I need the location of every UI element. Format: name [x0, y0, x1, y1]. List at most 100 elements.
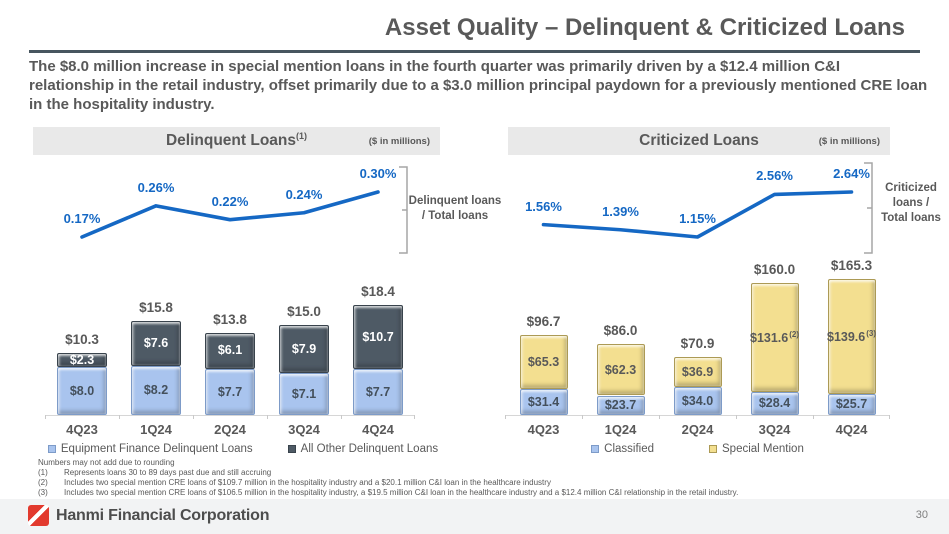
line-point-label: 2.64% — [833, 166, 870, 181]
x-axis-line — [505, 415, 890, 416]
legend-item-special-mention: Special Mention — [709, 443, 804, 455]
bar-segment-top: $6.1 — [205, 332, 255, 369]
bar-total-value: $15.0 — [287, 304, 321, 320]
bracket-icon — [399, 166, 408, 254]
bar-segment-value: $7.7 — [365, 384, 391, 399]
bar-segment-bottom: $31.4 — [519, 389, 568, 415]
axis-tick-icon — [505, 415, 506, 419]
axis-tick-icon — [659, 415, 660, 419]
legend-label: Classified — [604, 443, 655, 455]
delinquent-ratio-side-label: Delinquent loans / Total loans — [408, 195, 502, 222]
legend-label: Equipment Finance Delinquent Loans — [60, 443, 253, 455]
bar-segment-bottom: $34.0 — [673, 387, 722, 415]
x-axis-category: 4Q24 — [362, 422, 394, 437]
line-point-label: 0.26% — [137, 179, 175, 195]
bar-segment-value: $10.7 — [362, 329, 394, 344]
delinquent-legend: Equipment Finance Delinquent Loans All O… — [33, 443, 453, 455]
footnote-ref: (1) — [296, 131, 308, 142]
delinquent-stacked-bar-chart: $8.0 $2.3 $10.3 4Q23 $8.2 $7.6 $15.8 1Q24 $7.7 $6… — [45, 262, 415, 444]
axis-tick-icon — [119, 415, 120, 419]
axis-tick-icon — [267, 415, 268, 419]
footnote-1: (1) Represents loans 30 to 89 days past … — [38, 468, 918, 478]
bar-segment-top: $10.7 — [353, 305, 403, 369]
units-label: ($ in millions) — [818, 136, 880, 147]
bar-segment-top: $7.9 — [279, 325, 329, 373]
bar-segment-value: $131.6(2) — [750, 329, 800, 345]
bar-total-value: $70.9 — [680, 335, 715, 351]
line-point-label: 1.39% — [602, 203, 639, 219]
slide-title: Asset Quality – Delinquent & Criticized … — [384, 14, 905, 41]
panel-title-text: Criticized Loans — [639, 132, 759, 150]
bar-segment-value: $6.1 — [217, 343, 243, 358]
bar-segment-bottom: $28.4 — [750, 391, 799, 415]
footnote-marker: (3) — [38, 488, 48, 497]
bar-segment-top: $7.6 — [131, 320, 181, 366]
bar-segment-value: $7.9 — [291, 341, 317, 356]
bar-segment-value: $65.3 — [527, 355, 560, 370]
criticized-ratio-line-chart: 1.56% 1.39% 1.15% 2.56% 2.64% — [505, 162, 890, 262]
bar-segment-bottom: $23.7 — [596, 395, 645, 415]
x-axis-category: 4Q23 — [66, 422, 98, 437]
x-axis-category: 4Q24 — [835, 422, 868, 437]
legend-label: All Other Delinquent Loans — [300, 443, 439, 455]
line-point-label: 0.30% — [359, 166, 397, 181]
legend-swatch-icon — [591, 445, 600, 453]
bar-segment-bottom: $7.1 — [279, 372, 329, 415]
bar-segment-value: $28.4 — [758, 396, 791, 411]
axis-tick-icon — [813, 415, 814, 419]
ratio-trend-line — [80, 190, 380, 239]
bar-segment-bottom: $8.0 — [57, 367, 107, 415]
footnote-2: (2) Includes two special mention CRE loa… — [38, 478, 918, 488]
brand: Hanmi Financial Corporation — [28, 505, 269, 526]
bar-segment-top: $2.3 — [57, 353, 107, 368]
brand-name: Hanmi Financial Corporation — [56, 506, 270, 524]
bar-segment-bottom: $8.2 — [131, 365, 181, 415]
legend-swatch-icon — [47, 445, 56, 453]
x-axis-category: 1Q24 — [604, 422, 637, 437]
x-axis-category: 2Q24 — [214, 422, 246, 437]
x-axis-category: 2Q24 — [681, 422, 714, 437]
bar-segment-top: $65.3 — [519, 335, 568, 390]
x-axis-category: 1Q24 — [140, 422, 172, 437]
axis-tick-icon — [414, 415, 415, 419]
bar-segment-value: $139.6(3) — [827, 328, 877, 344]
units-label: ($ in millions) — [368, 136, 430, 147]
bar-total-value: $10.3 — [65, 332, 99, 348]
legend-item-classified: Classified — [591, 443, 654, 455]
footnote-3: (3) Includes two special mention CRE loa… — [38, 488, 918, 498]
criticized-stacked-bar-chart: $31.4 $65.3 $96.7 4Q23 $23.7 $62.3 $86.0 1Q24 $3… — [505, 258, 890, 444]
bar-segment-top: $36.9 — [673, 356, 722, 387]
bracket-icon — [864, 162, 873, 254]
bar-segment-value: $23.7 — [604, 397, 637, 412]
delinquent-panel-header: Delinquent Loans(1) ($ in millions) — [33, 127, 440, 155]
bar-segment-value: $7.1 — [291, 386, 317, 401]
bar-segment-value: $62.3 — [604, 362, 637, 377]
footnote-ref: (3) — [866, 328, 877, 338]
footnote-marker: (2) — [38, 478, 48, 487]
axis-tick-icon — [341, 415, 342, 419]
x-axis-category: 3Q24 — [758, 422, 791, 437]
bar-segment-top: $139.6(3) — [827, 279, 877, 394]
delinquent-panel-title: Delinquent Loans(1) — [166, 131, 307, 150]
bar-segment-value: $8.2 — [143, 383, 169, 398]
bar-segment-value: $7.6 — [143, 335, 169, 350]
bar-segment-bottom: $7.7 — [353, 368, 403, 415]
page-number: 30 — [915, 509, 928, 521]
title-divider-rule — [29, 50, 920, 53]
bar-segment-top: $62.3 — [596, 344, 645, 396]
bar-segment-bottom: $25.7 — [827, 393, 876, 415]
bar-segment-value: $34.0 — [681, 393, 714, 408]
criticized-ratio-side-label: Criticized loans / Total loans — [881, 182, 941, 224]
line-point-label: 0.22% — [211, 193, 249, 209]
bar-total-value: $18.4 — [361, 284, 395, 299]
bar-segment-value: $25.7 — [835, 397, 868, 412]
footnote-text: Includes two special mention CRE loans o… — [64, 478, 551, 487]
x-axis-line — [45, 415, 415, 416]
x-axis-category: 4Q23 — [527, 422, 560, 437]
footnote-text: Includes two special mention CRE loans o… — [64, 488, 739, 497]
axis-tick-icon — [193, 415, 194, 419]
legend-item-all-other: All Other Delinquent Loans — [287, 443, 439, 455]
slide-subtitle: The $8.0 million increase in special men… — [29, 58, 928, 114]
hanmi-logo-icon — [28, 505, 49, 526]
bar-total-value: $160.0 — [753, 262, 796, 278]
